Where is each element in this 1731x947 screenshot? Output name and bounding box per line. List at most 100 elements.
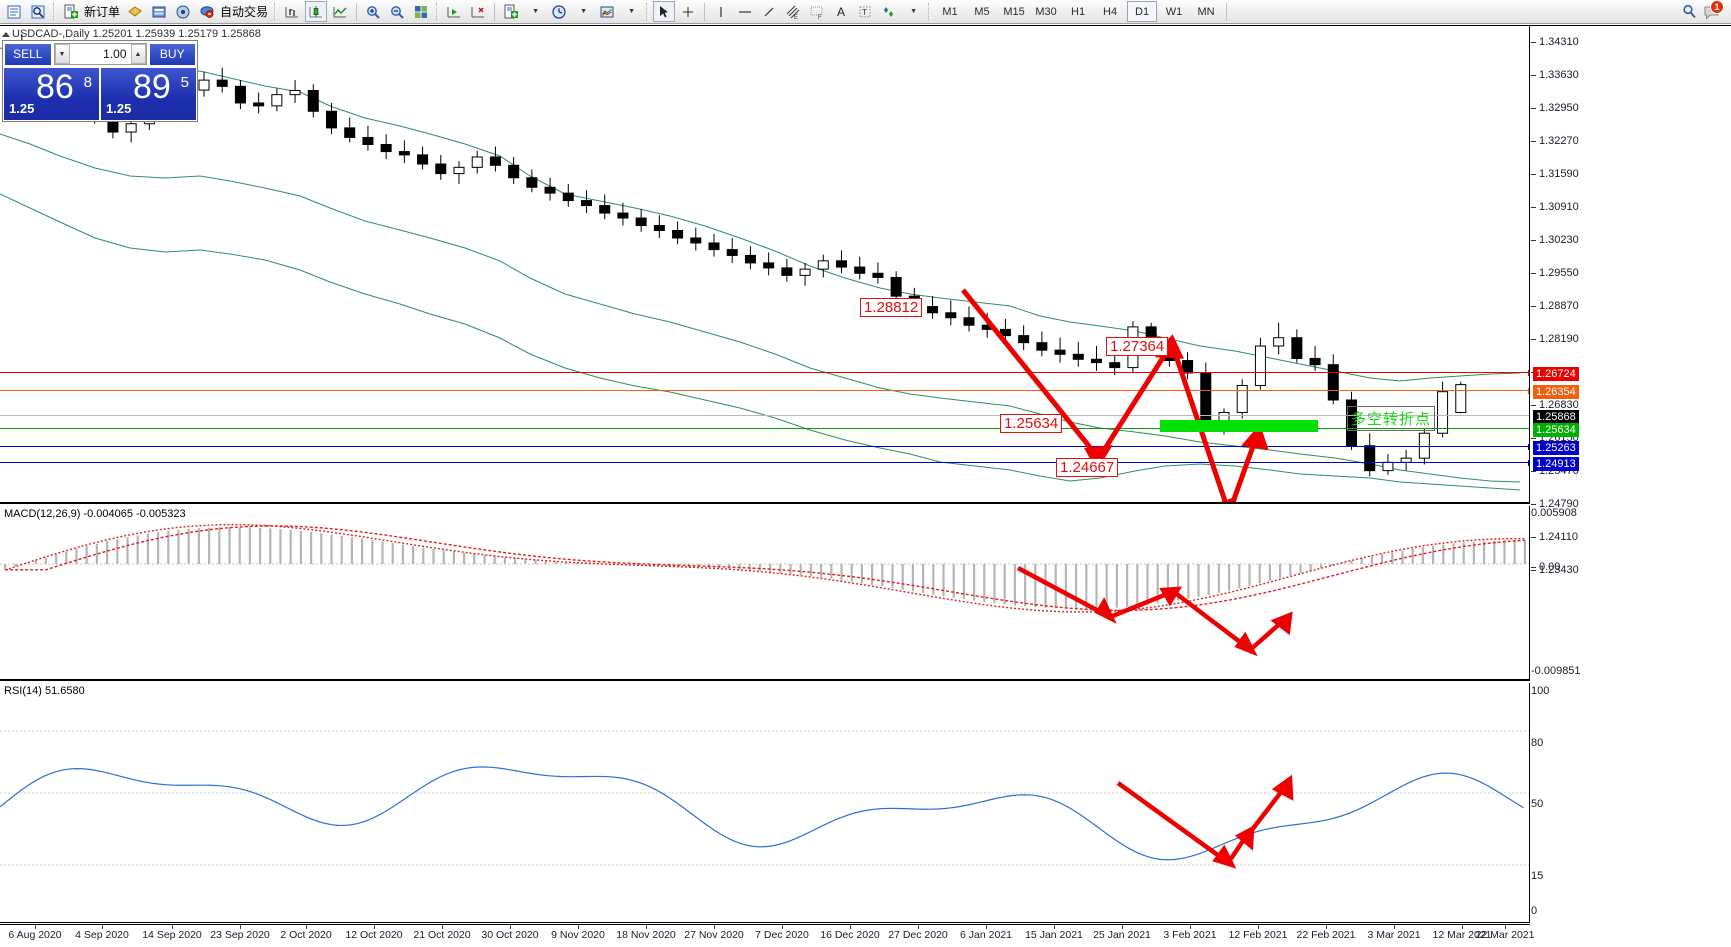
search-icon[interactable] (1678, 1, 1700, 22)
sell-button[interactable]: SELL (5, 43, 51, 65)
collapse-triangle-icon[interactable] (2, 32, 10, 37)
cursor-icon[interactable] (653, 1, 676, 22)
timeframe-m5[interactable]: M5 (974, 5, 990, 18)
annot-turning-point[interactable]: 多空转折点 (1347, 406, 1436, 431)
timeframe-m1[interactable]: M1 (942, 5, 958, 18)
signals-icon[interactable] (172, 1, 194, 22)
annot-124667[interactable]: 1.24667 (1056, 458, 1119, 477)
notification-icon[interactable]: 1 (1701, 0, 1724, 22)
support-zone-rectangle[interactable] (1160, 420, 1318, 432)
autotrading-label[interactable]: 自动交易 (220, 5, 269, 19)
annot-127364[interactable]: 1.27364 (1106, 337, 1169, 356)
candlestick-chart-icon[interactable] (305, 1, 328, 22)
shapes-icon[interactable] (878, 1, 900, 22)
trendline-icon[interactable] (758, 1, 780, 22)
time-axis-tick (1394, 925, 1395, 929)
expert-advisor-icon[interactable] (124, 1, 146, 22)
price-chip-125263[interactable]: 1.25263 (1533, 441, 1579, 455)
time-axis-tick (240, 925, 241, 929)
time-axis-label: 27 Dec 2020 (888, 929, 948, 941)
axis-tick: 1.26150 (1531, 433, 1579, 444)
strategy-tester-icon[interactable] (196, 1, 218, 22)
hline-125634[interactable] (0, 428, 1529, 429)
period-dropdown-chevron-down-icon[interactable]: ▼ (580, 8, 587, 15)
timeframe-m30[interactable]: M30 (1035, 5, 1057, 18)
sell-price-display[interactable]: 1.25 86 8 (4, 68, 99, 120)
time-axis[interactable]: 6 Aug 2020 4 Sep 2020 14 Sep 2020 23 Sep 20… (0, 924, 1534, 947)
market-watch-icon[interactable] (27, 1, 49, 22)
terminal-icon[interactable] (3, 1, 25, 22)
time-axis-tick (1258, 925, 1259, 929)
timeframe-d1[interactable]: D1 (1127, 1, 1158, 22)
rsi-axis-tick: 100 (1531, 686, 1549, 697)
time-axis-tick (1462, 925, 1463, 929)
toolbar-divider (704, 2, 706, 21)
price-chip-125634[interactable]: 1.25634 (1533, 423, 1579, 437)
indicators-dropdown-chevron-down-icon[interactable]: ▼ (532, 8, 539, 15)
price-chip-124913[interactable]: 1.24913 (1533, 457, 1579, 471)
rsi-axis-tick: 50 (1531, 799, 1543, 810)
new-order-icon[interactable] (60, 1, 82, 22)
axis-tick: 1.32950 (1531, 102, 1579, 114)
axis-tick: 1.33630 (1531, 70, 1579, 81)
hline-126724[interactable] (0, 370, 1529, 376)
indicators-icon[interactable] (500, 1, 522, 22)
hline-125263[interactable] (0, 444, 1529, 450)
macd-pane[interactable]: MACD(12,26,9) -0.004065 -0.005323 (0, 506, 1530, 681)
hline-126354[interactable] (0, 388, 1529, 394)
buy-button[interactable]: BUY (149, 43, 195, 65)
timeframe-m15[interactable]: M15 (1003, 5, 1025, 18)
templates-dropdown-chevron-down-icon[interactable]: ▼ (628, 8, 635, 15)
horizontal-line-icon[interactable] (734, 1, 756, 22)
time-axis-label: 16 Dec 2020 (820, 929, 880, 941)
candlestick-series (0, 47, 1521, 491)
buy-price-display[interactable]: 1.25 89 5 (101, 68, 196, 120)
time-axis-tick (1326, 925, 1327, 929)
auto-scroll-icon[interactable] (467, 1, 489, 22)
timeframe-w1[interactable]: W1 (1165, 5, 1183, 18)
toolbar-right-group: 1 (1677, 0, 1729, 22)
sell-price-big: 86 (36, 68, 74, 106)
hline-bid-125868 (0, 415, 1529, 416)
volume-stepper[interactable]: ▼ 1.00 ▲ (53, 43, 147, 65)
vertical-line-icon[interactable] (710, 1, 732, 22)
annot-125634[interactable]: 1.25634 (1000, 414, 1063, 433)
price-axis[interactable]: 1.34310 1.33630 1.32950 1.32270 1.31590 … (1531, 26, 1731, 923)
timeframe-mn[interactable]: MN (1197, 5, 1215, 18)
shapes-dropdown-chevron-down-icon[interactable]: ▼ (910, 8, 917, 15)
equidistant-channel-icon[interactable]: E (782, 1, 804, 22)
text-label-icon[interactable]: T (854, 1, 876, 22)
chart-shift-icon[interactable] (443, 1, 465, 22)
timeframe-h1[interactable]: H1 (1071, 5, 1086, 18)
line-chart-icon[interactable] (329, 1, 351, 22)
rsi-pane[interactable]: RSI(14) 51.6580 (0, 683, 1530, 923)
hline-124913[interactable] (0, 460, 1529, 466)
volume-decrement-button[interactable]: ▼ (54, 44, 70, 64)
axis-tick-label: 1.32950 (1539, 102, 1579, 114)
fibonacci-icon[interactable]: F (806, 1, 828, 22)
period-clock-icon[interactable] (548, 1, 570, 22)
bar-chart-icon[interactable] (281, 1, 303, 22)
volume-input[interactable]: 1.00 (103, 47, 127, 61)
zoom-out-icon[interactable] (386, 1, 408, 22)
axis-tick-label: 1.25470 (1539, 465, 1579, 477)
text-icon[interactable]: A (837, 4, 846, 19)
one-click-trading-panel[interactable]: SELL ▼ 1.00 ▲ BUY 1.25 86 8 1.25 (2, 40, 198, 122)
templates-icon[interactable] (596, 1, 618, 22)
new-order-label[interactable]: 新订单 (84, 5, 121, 19)
price-pane[interactable]: USDCAD-,Daily 1.25201 1.25939 1.25179 1.… (0, 26, 1530, 504)
volume-increment-button[interactable]: ▲ (130, 44, 146, 64)
crosshair-icon[interactable] (677, 1, 699, 22)
symbol-header: USDCAD-,Daily 1.25201 1.25939 1.25179 1.… (12, 28, 261, 40)
tile-windows-icon[interactable] (410, 1, 432, 22)
time-axis-tick (35, 925, 36, 929)
rsi-arrows (1116, 774, 1294, 869)
axis-tick-label: 1.30230 (1539, 234, 1579, 246)
navigator-icon[interactable] (148, 1, 170, 22)
annot-128812[interactable]: 1.28812 (860, 298, 923, 317)
annot-123658[interactable]: 1.23658 (1178, 502, 1240, 504)
zoom-in-icon[interactable] (362, 1, 384, 22)
price-chip-126354[interactable]: 1.26354 (1533, 385, 1579, 399)
timeframe-h4[interactable]: H4 (1103, 5, 1118, 18)
price-chip-126724[interactable]: 1.26724 (1533, 367, 1579, 381)
